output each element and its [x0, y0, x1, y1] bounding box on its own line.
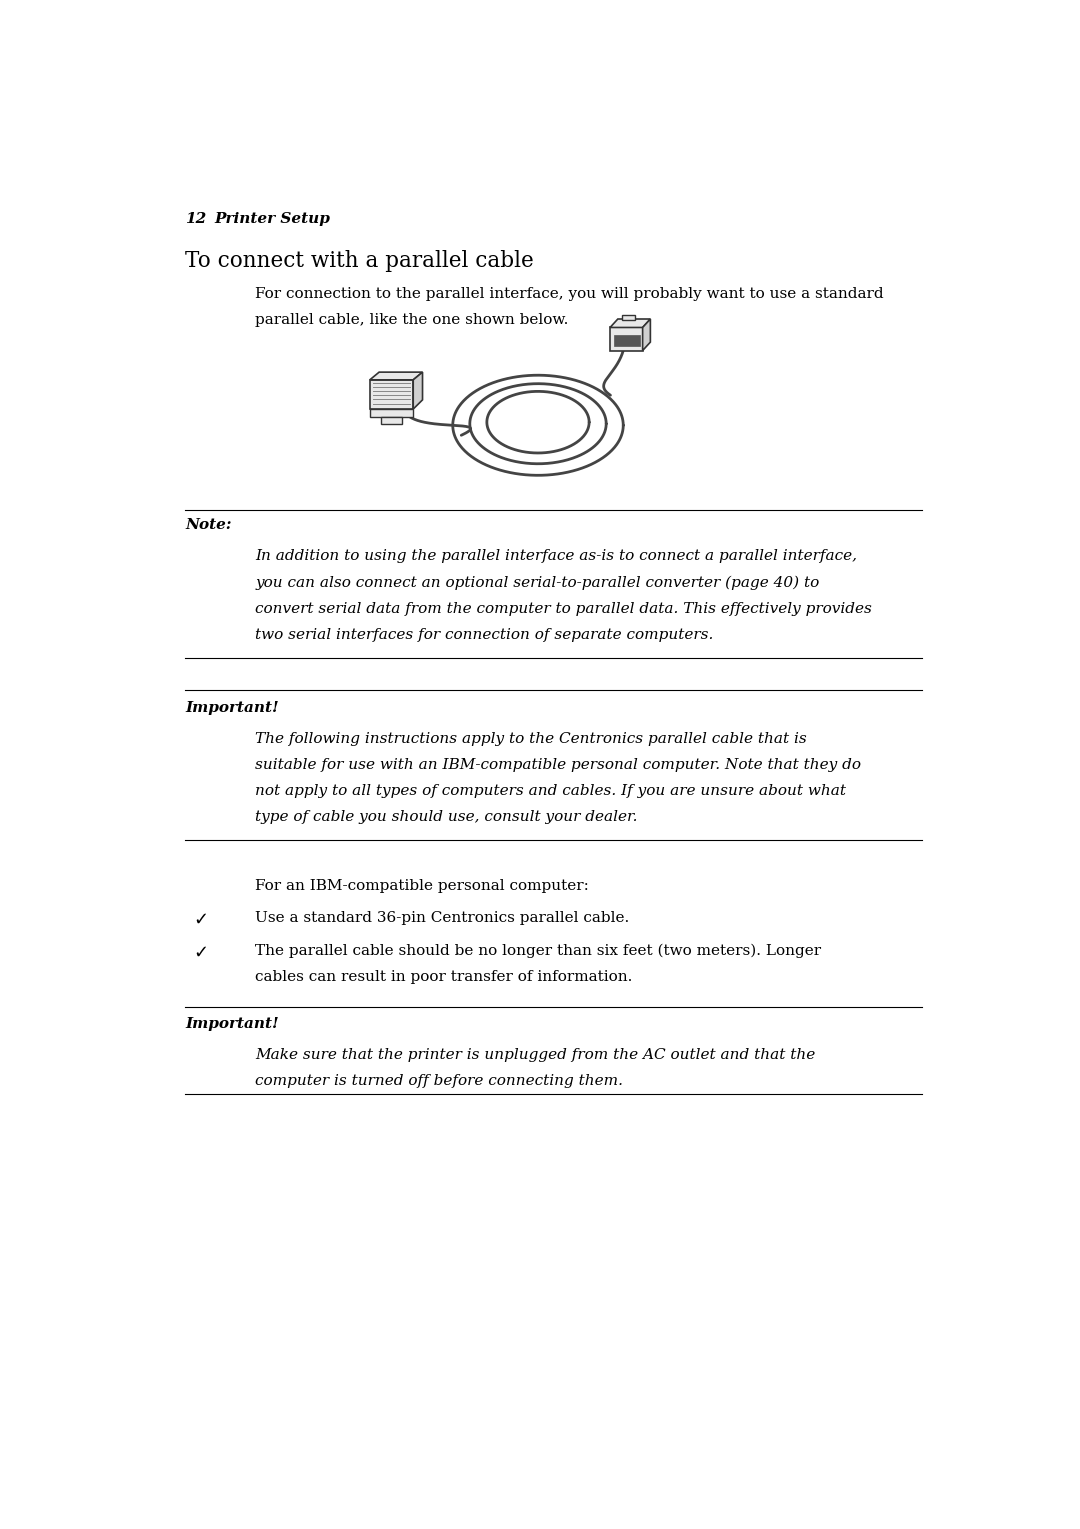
Text: you can also connect an optional serial-to-parallel converter (page 40) to: you can also connect an optional serial-… — [255, 575, 820, 590]
Polygon shape — [369, 372, 422, 379]
Text: two serial interfaces for connection of separate computers.: two serial interfaces for connection of … — [255, 628, 714, 642]
Text: Use a standard 36-pin Centronics parallel cable.: Use a standard 36-pin Centronics paralle… — [255, 911, 630, 925]
Text: cables can result in poor transfer of information.: cables can result in poor transfer of in… — [255, 969, 633, 983]
Text: not apply to all types of computers and cables. If you are unsure about what: not apply to all types of computers and … — [255, 784, 846, 798]
Text: For an IBM-compatible personal computer:: For an IBM-compatible personal computer: — [255, 879, 589, 893]
Text: Important!: Important! — [186, 1017, 279, 1032]
Text: ✓: ✓ — [193, 943, 208, 962]
Text: ✓: ✓ — [193, 911, 208, 930]
Text: To connect with a parallel cable: To connect with a parallel cable — [186, 251, 535, 272]
Text: suitable for use with an IBM-compatible personal computer. Note that they do: suitable for use with an IBM-compatible … — [255, 758, 861, 772]
Text: Make sure that the printer is unplugged from the AC outlet and that the: Make sure that the printer is unplugged … — [255, 1049, 815, 1063]
Text: 12: 12 — [186, 213, 206, 226]
Text: Important!: Important! — [186, 700, 279, 716]
Text: parallel cable, like the one shown below.: parallel cable, like the one shown below… — [255, 313, 568, 327]
Polygon shape — [610, 320, 650, 327]
FancyBboxPatch shape — [613, 335, 640, 346]
FancyBboxPatch shape — [369, 410, 414, 417]
FancyBboxPatch shape — [622, 315, 635, 320]
Polygon shape — [643, 320, 650, 350]
Text: Printer Setup: Printer Setup — [215, 213, 330, 226]
Polygon shape — [414, 372, 422, 410]
FancyBboxPatch shape — [369, 379, 414, 410]
Text: For connection to the parallel interface, you will probably want to use a standa: For connection to the parallel interface… — [255, 286, 883, 301]
Text: The following instructions apply to the Centronics parallel cable that is: The following instructions apply to the … — [255, 732, 807, 746]
Text: Note:: Note: — [186, 518, 232, 532]
Text: The parallel cable should be no longer than six feet (two meters). Longer: The parallel cable should be no longer t… — [255, 943, 821, 957]
FancyBboxPatch shape — [610, 327, 643, 350]
Text: type of cable you should use, consult your dealer.: type of cable you should use, consult yo… — [255, 810, 637, 824]
FancyBboxPatch shape — [380, 417, 403, 425]
Text: In addition to using the parallel interface as-is to connect a parallel interfac: In addition to using the parallel interf… — [255, 549, 858, 563]
Text: convert serial data from the computer to parallel data. This effectively provide: convert serial data from the computer to… — [255, 601, 872, 616]
Text: computer is turned off before connecting them.: computer is turned off before connecting… — [255, 1075, 623, 1089]
